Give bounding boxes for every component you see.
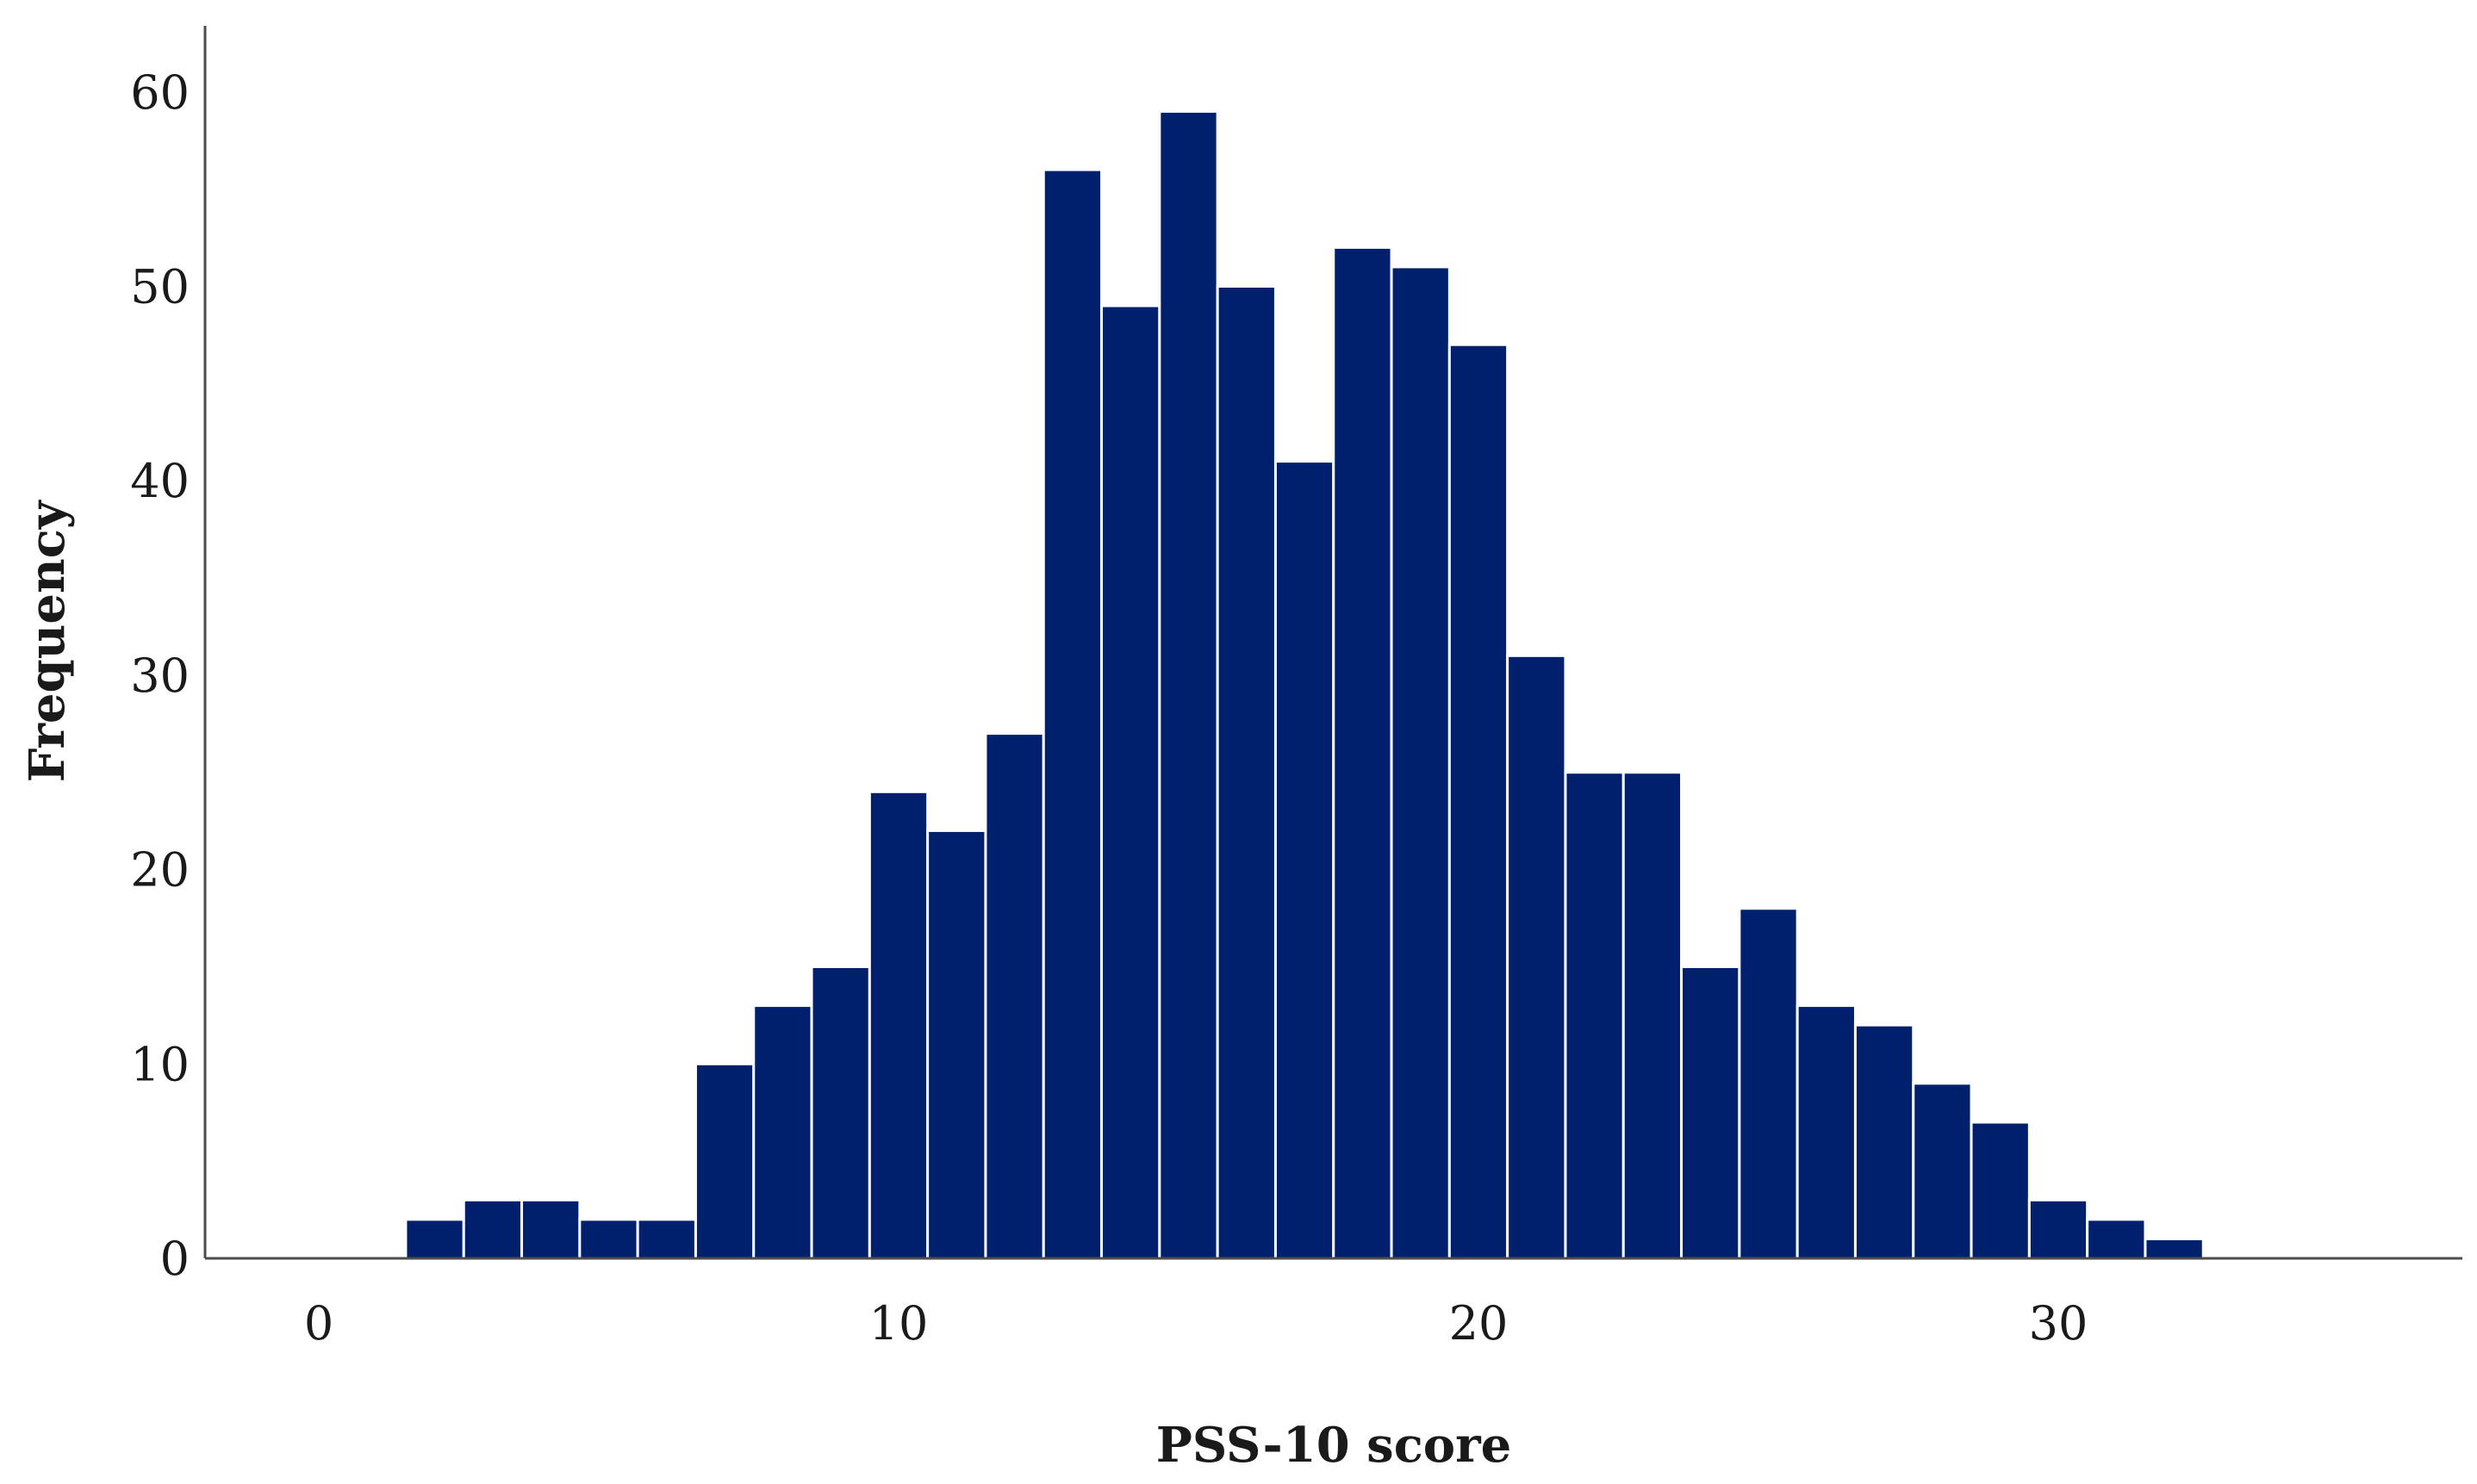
histogram-bar [1680, 965, 1741, 1260]
histogram-bar [1447, 343, 1509, 1260]
histogram-bar [1796, 1004, 1857, 1260]
histogram-bar [1158, 109, 1219, 1260]
histogram-bar [752, 1004, 813, 1260]
x-tick-label: 0 [304, 1296, 333, 1351]
histogram-bar [578, 1218, 639, 1260]
x-tick-label: 20 [1449, 1296, 1509, 1351]
histogram-bar [810, 965, 871, 1260]
histogram-bar [1853, 1023, 1915, 1260]
histogram-bar [2027, 1198, 2089, 1260]
histogram-bar [520, 1198, 582, 1260]
histogram-bar [694, 1062, 756, 1260]
x-tick-labels: 0 10 20 30 [304, 1296, 2088, 1351]
histogram-bar [404, 1218, 465, 1260]
histogram-bar [926, 829, 987, 1260]
histogram-bar [1564, 771, 1625, 1260]
histogram-bar [1912, 1082, 1973, 1260]
x-axis-title: PSS-10 score [1156, 1417, 1512, 1474]
y-tick-label: 40 [130, 454, 190, 508]
y-tick-label: 30 [130, 649, 190, 703]
histogram-bar [1216, 285, 1277, 1260]
histogram-bar [636, 1218, 697, 1260]
y-axis-title: Frequency [19, 500, 76, 782]
bars-group [404, 109, 2205, 1260]
y-tick-label: 10 [130, 1037, 190, 1091]
histogram-bar [868, 790, 930, 1260]
histogram-bar [984, 732, 1045, 1260]
histogram-bar [1100, 304, 1161, 1260]
histogram-bar [462, 1198, 524, 1260]
histogram-bar [1506, 654, 1567, 1260]
histogram-bar [1042, 168, 1104, 1260]
y-tick-label: 20 [130, 843, 190, 897]
y-tick-label: 50 [130, 260, 190, 314]
y-tick-label: 60 [130, 65, 190, 120]
x-tick-label: 30 [2029, 1296, 2088, 1351]
histogram-bar [1332, 245, 1393, 1260]
histogram-bar [1970, 1121, 2031, 1260]
histogram-bar [2086, 1218, 2147, 1260]
histogram-bar [1390, 265, 1451, 1260]
histogram-bar [1738, 907, 1799, 1260]
histogram-bar [2144, 1237, 2205, 1260]
y-tick-label: 0 [160, 1232, 190, 1286]
y-tick-labels: 0 10 20 30 40 50 60 [130, 65, 190, 1286]
x-tick-label: 10 [869, 1296, 929, 1351]
histogram-bar [1621, 771, 1683, 1260]
histogram-bar [1273, 460, 1335, 1260]
